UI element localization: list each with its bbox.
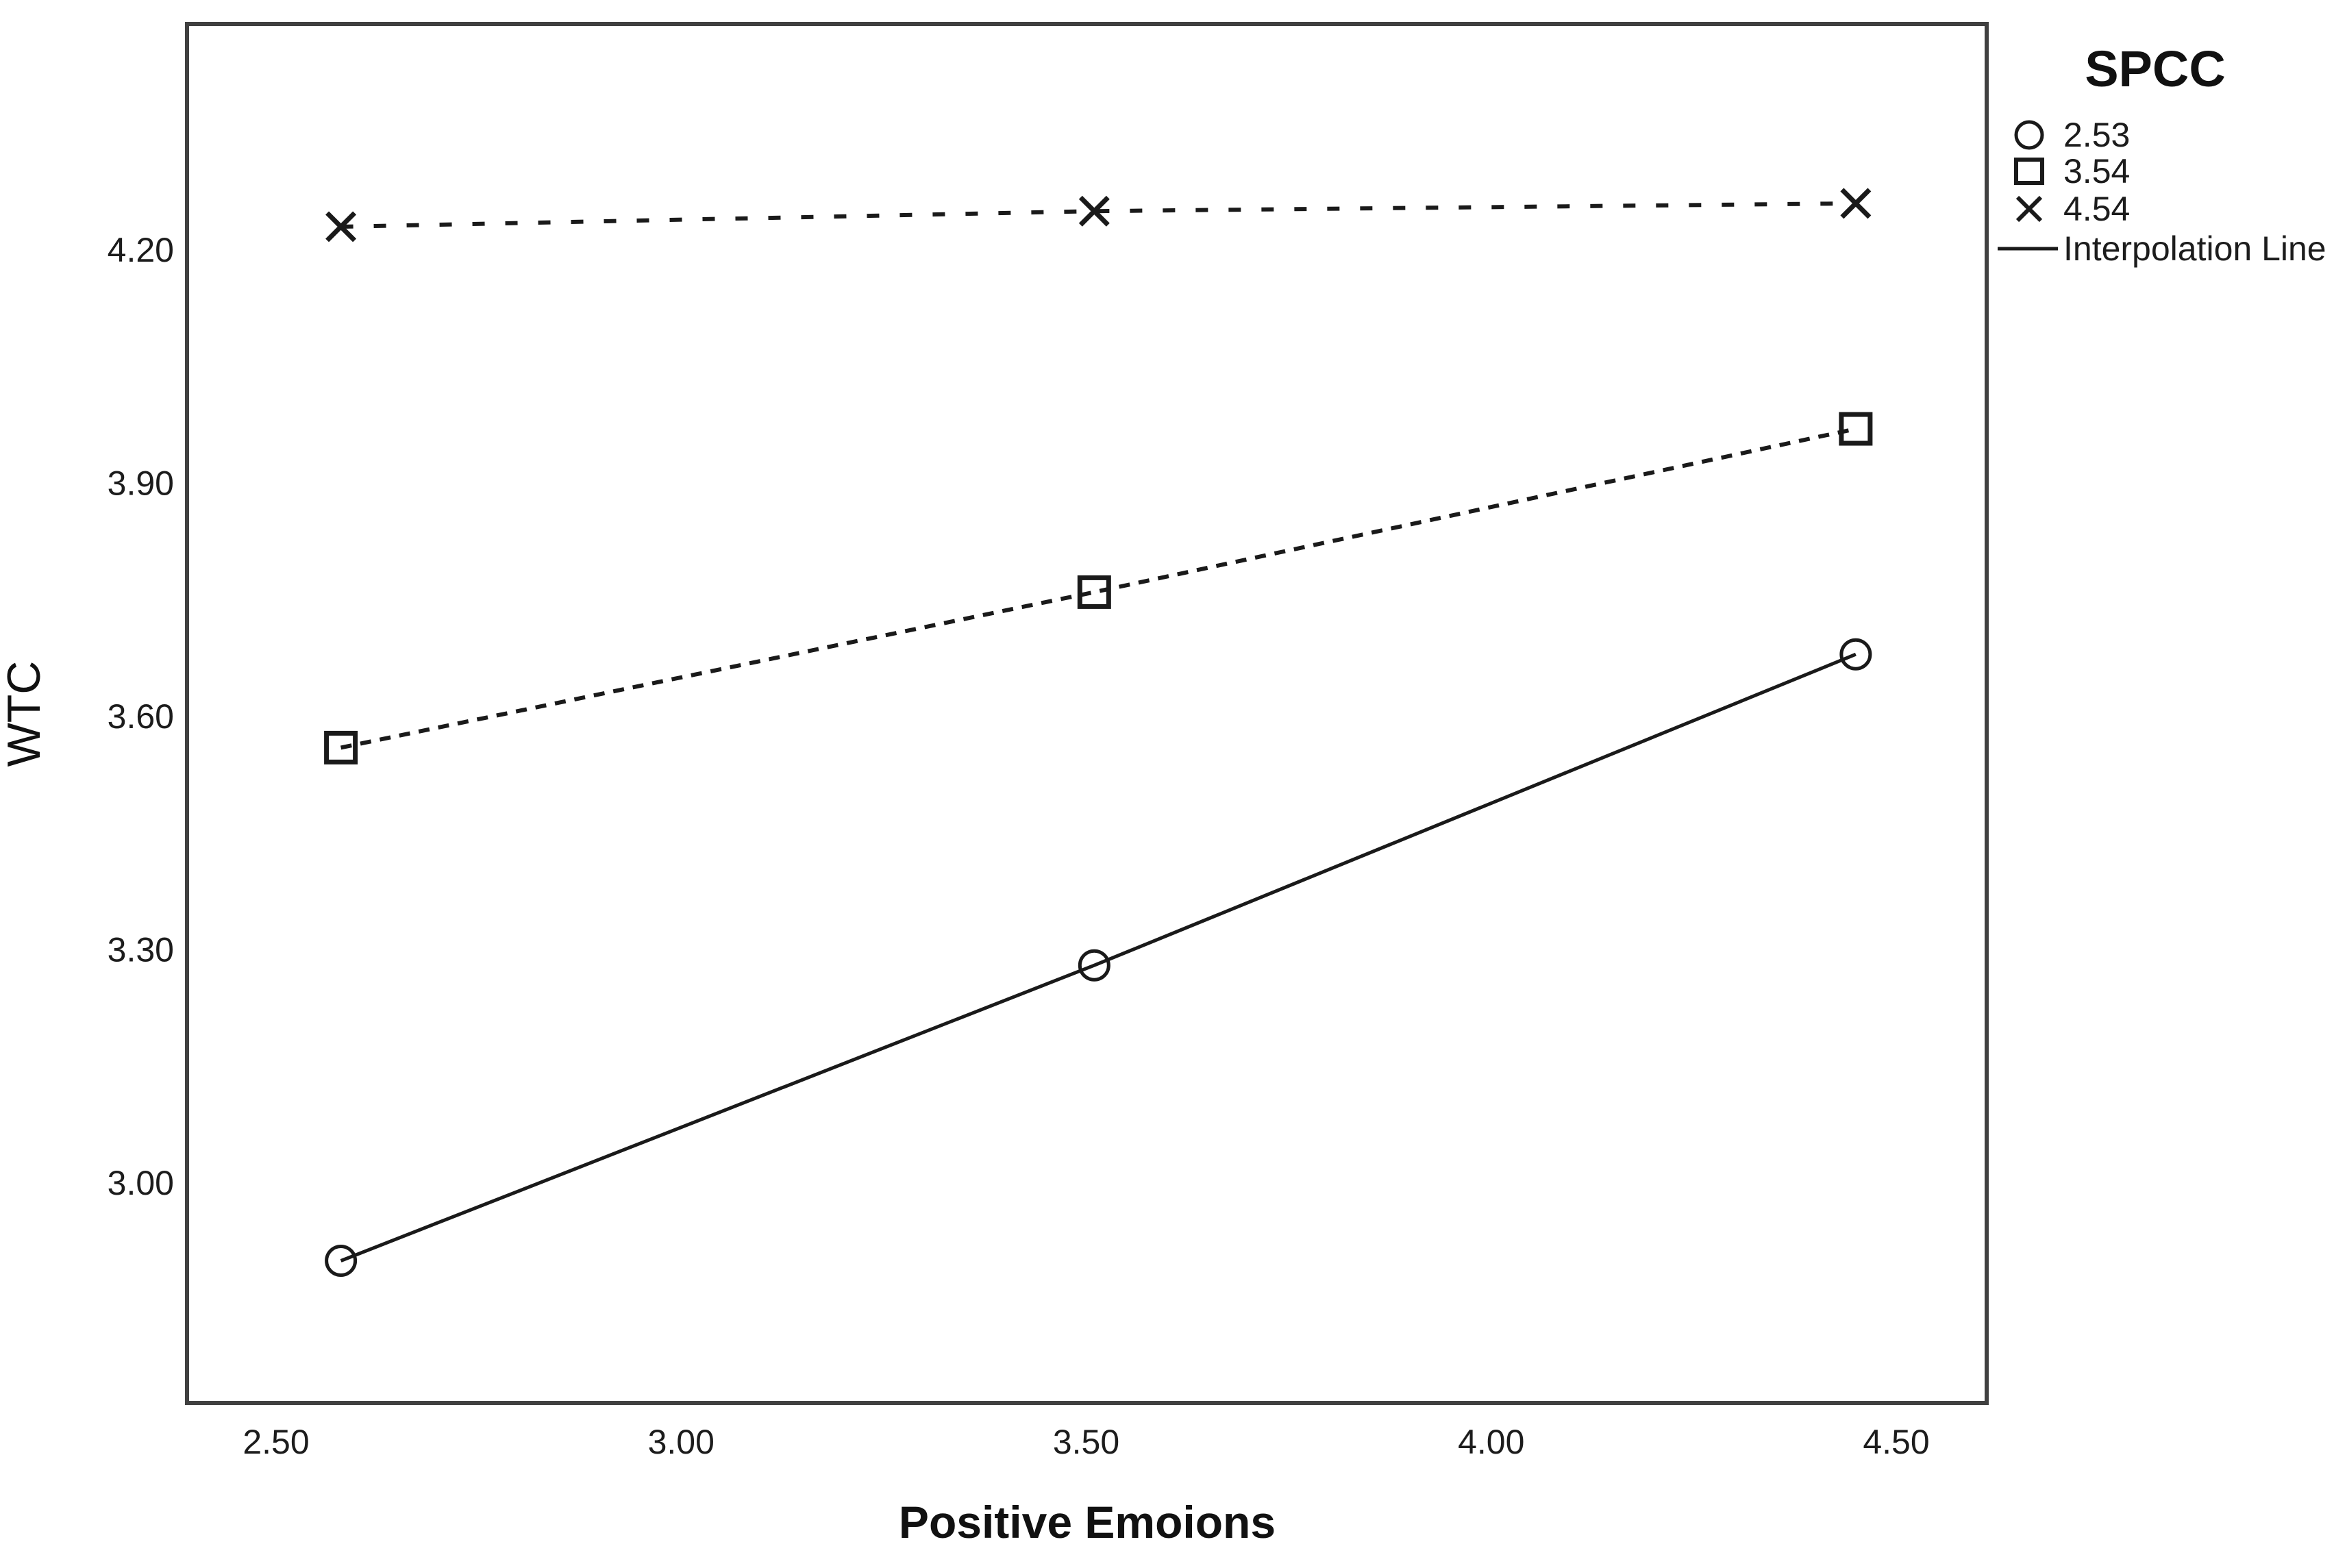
legend-item-label: Interpolation Line [2063,229,2326,268]
data-point-marker [1077,575,1111,609]
y-tick-label: 4.20 [108,231,174,269]
y-axis-tick-labels: 3.00 3.30 3.60 3.90 4.20 [108,231,174,1202]
legend-item-label: 2.53 [2063,116,2130,154]
series-line-2.53 [340,652,1857,1262]
x-tick-label: 3.50 [1053,1423,1119,1461]
x-marker-icon [2015,195,2043,223]
y-axis-title: WTC [0,661,50,767]
y-tick-label: 3.30 [108,931,174,969]
series-layer [324,188,1873,1277]
data-point-marker [1078,949,1110,982]
data-point-marker [1078,195,1110,227]
y-tick-label: 3.90 [108,464,174,503]
y-tick-label: 3.60 [108,697,174,736]
data-point-marker [324,730,358,764]
x-axis-title: Positive Emoions [899,1497,1276,1547]
x-tick-label: 4.50 [1863,1423,1929,1461]
series-line-3.54 [340,427,1857,750]
data-point-marker [325,211,357,242]
plot-frame [185,22,1989,1405]
x-tick-label: 3.00 [648,1423,715,1461]
legend-title: SPCC [2085,40,2226,97]
circle-marker-icon [2014,120,2044,150]
x-tick-label: 4.00 [1458,1423,1524,1461]
legend-item-label: 4.54 [2063,190,2130,228]
square-marker-icon [2014,158,2044,185]
legend: SPCC 2.53 3.54 4.54 Interpolation Line [1998,40,2326,268]
data-point-marker [1840,188,1872,219]
data-point-marker [1839,638,1872,671]
series-line-4.54 [340,201,1856,229]
data-point-marker [325,1245,358,1277]
x-axis-tick-labels: 2.50 3.00 3.50 4.00 4.50 [243,1423,1929,1461]
legend-item-label: 3.54 [2063,152,2130,190]
x-tick-label: 2.50 [243,1423,309,1461]
y-tick-label: 3.00 [108,1164,174,1202]
data-point-marker [1839,412,1873,446]
